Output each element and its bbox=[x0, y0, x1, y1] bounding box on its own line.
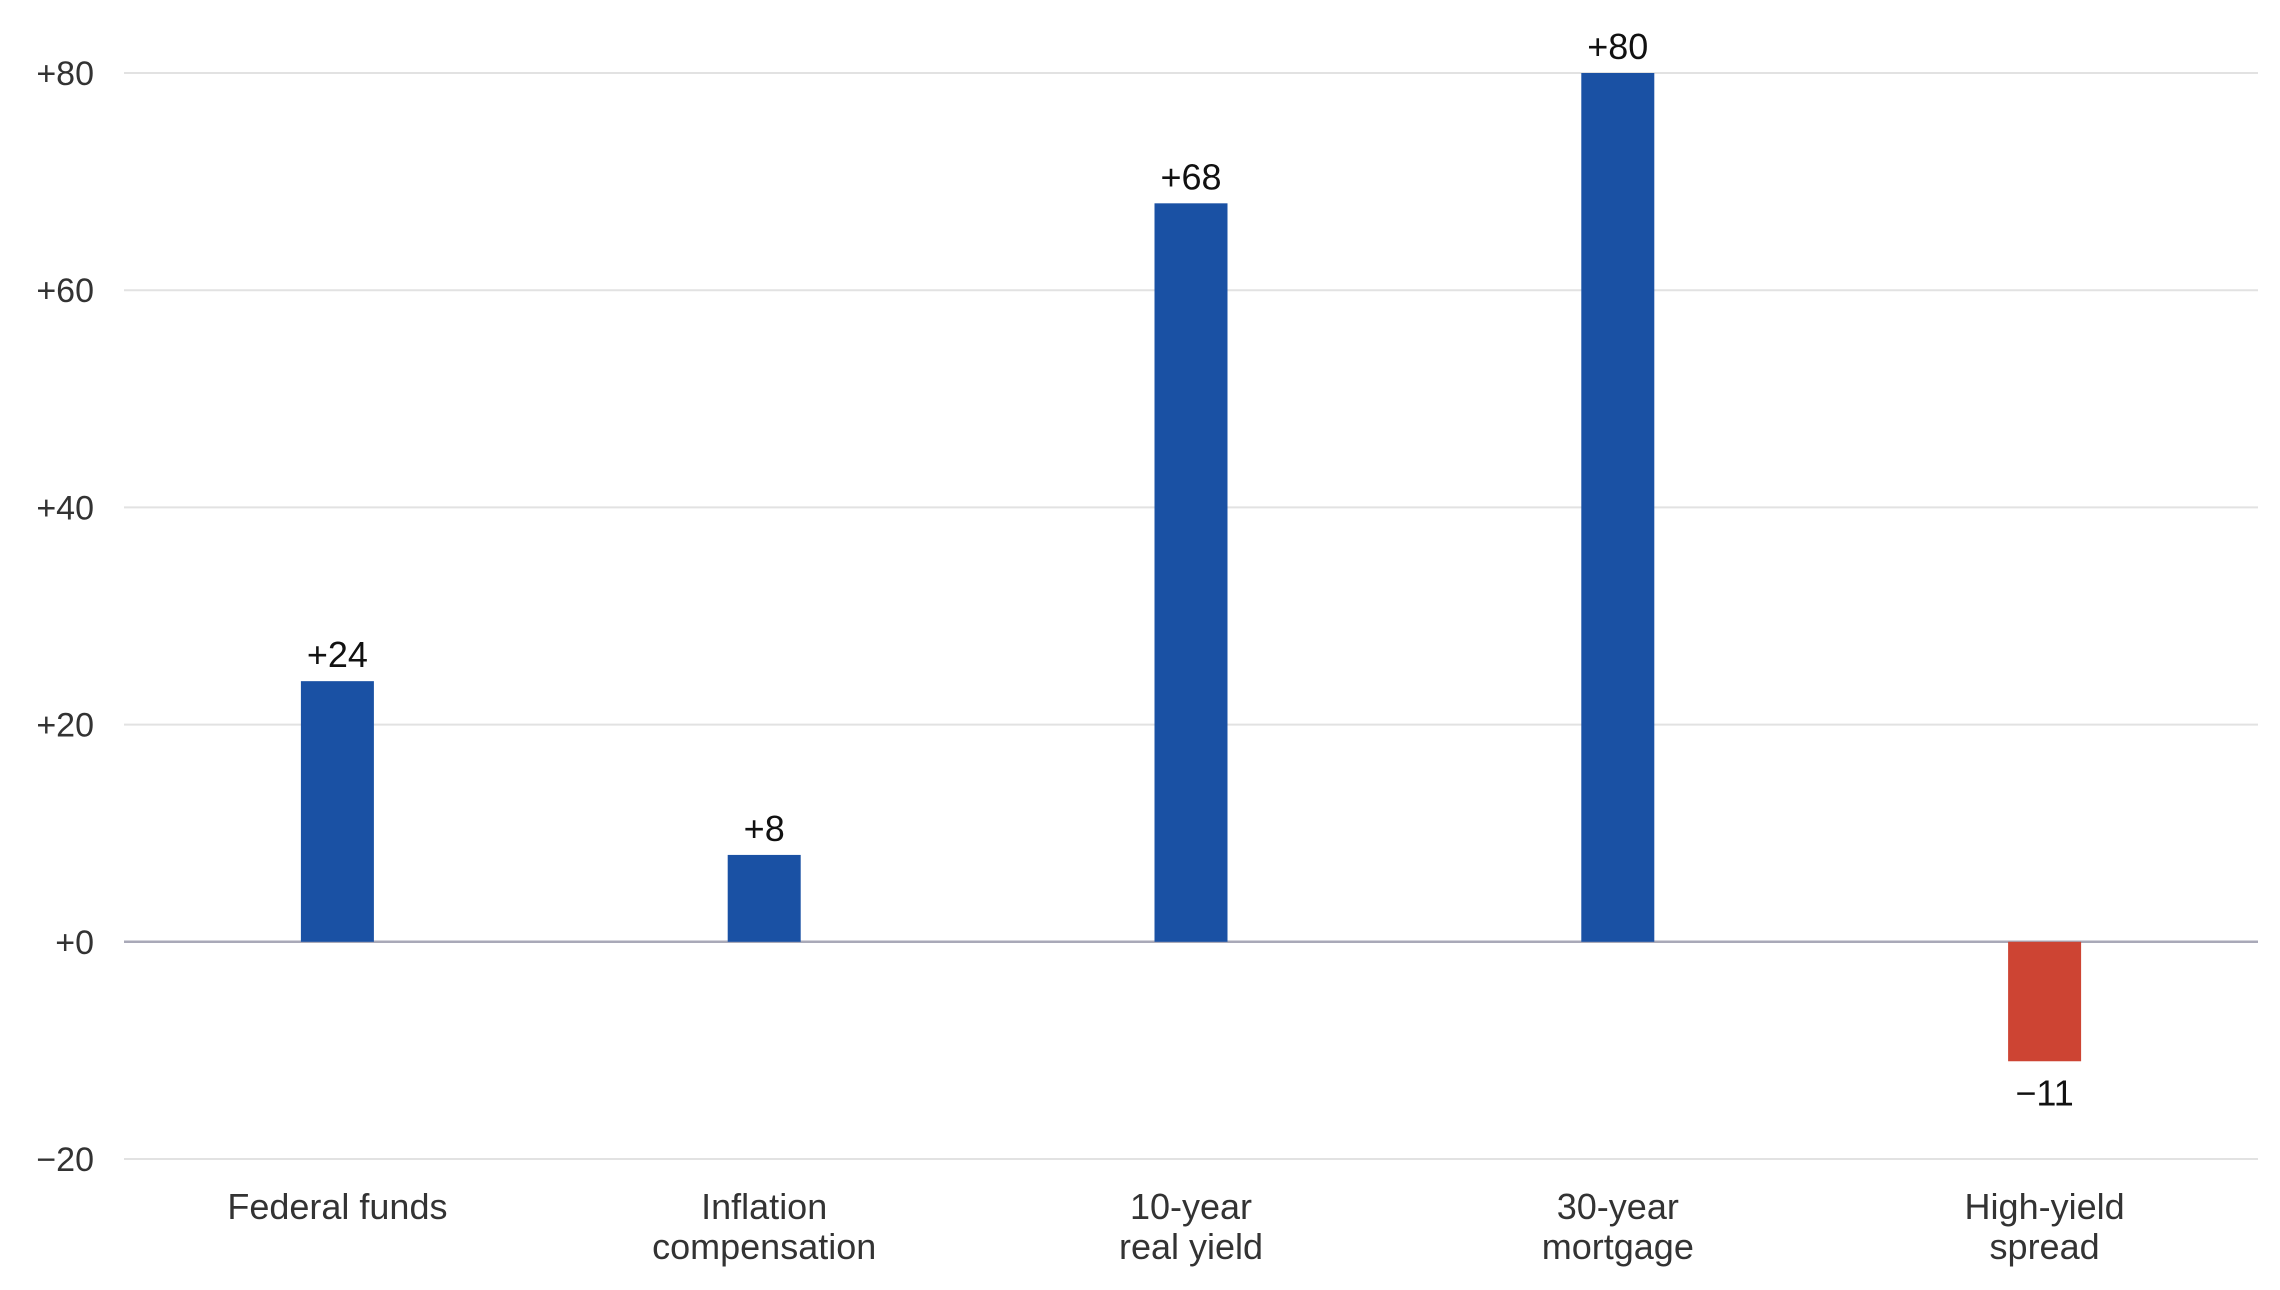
data-labels: +24 +8 +68 +80 −11 bbox=[307, 26, 2074, 1113]
x-tick-label-line: 30-year bbox=[1557, 1186, 1679, 1227]
x-tick-label-line: 10-year bbox=[1130, 1186, 1252, 1227]
x-tick-label-line: mortgage bbox=[1542, 1226, 1694, 1267]
x-tick-label-line: compensation bbox=[652, 1226, 876, 1267]
y-tick-label: +40 bbox=[36, 489, 94, 527]
data-label: +80 bbox=[1587, 26, 1648, 67]
y-axis-tick-labels: +80 +60 +40 +20 +0 −20 bbox=[36, 55, 94, 1179]
x-tick-label-line: High-yield bbox=[1965, 1186, 2125, 1227]
x-tick-label: 30-year mortgage bbox=[1542, 1186, 1694, 1267]
x-tick-label: Federal funds bbox=[227, 1186, 447, 1227]
x-tick-label: 10-year real yield bbox=[1119, 1186, 1263, 1267]
y-tick-label: +20 bbox=[36, 707, 94, 745]
y-tick-label: +60 bbox=[36, 272, 94, 310]
bar bbox=[1154, 203, 1228, 942]
y-tick-label: +80 bbox=[36, 55, 94, 93]
y-tick-label: +0 bbox=[55, 924, 94, 962]
x-tick-label-line: spread bbox=[1990, 1226, 2100, 1267]
bar bbox=[300, 681, 374, 942]
x-tick-label: Inflation compensation bbox=[652, 1186, 876, 1267]
bar bbox=[727, 854, 801, 942]
x-tick-label: High-yield spread bbox=[1965, 1186, 2125, 1267]
x-tick-label-line: Federal funds bbox=[227, 1186, 447, 1227]
data-label: +8 bbox=[744, 808, 785, 849]
x-tick-label-line: Inflation bbox=[701, 1186, 827, 1227]
data-label: −11 bbox=[2015, 1072, 2073, 1113]
bar bbox=[1581, 73, 1655, 942]
x-axis-tick-labels: Federal funds Inflation compensation 10-yea… bbox=[227, 1186, 2124, 1267]
data-label: +24 bbox=[307, 634, 368, 675]
x-tick-label-line: real yield bbox=[1119, 1226, 1263, 1267]
data-label: +68 bbox=[1160, 156, 1221, 197]
bars bbox=[300, 73, 2082, 1062]
bar bbox=[2008, 941, 2082, 1062]
y-tick-label: −20 bbox=[36, 1141, 94, 1179]
